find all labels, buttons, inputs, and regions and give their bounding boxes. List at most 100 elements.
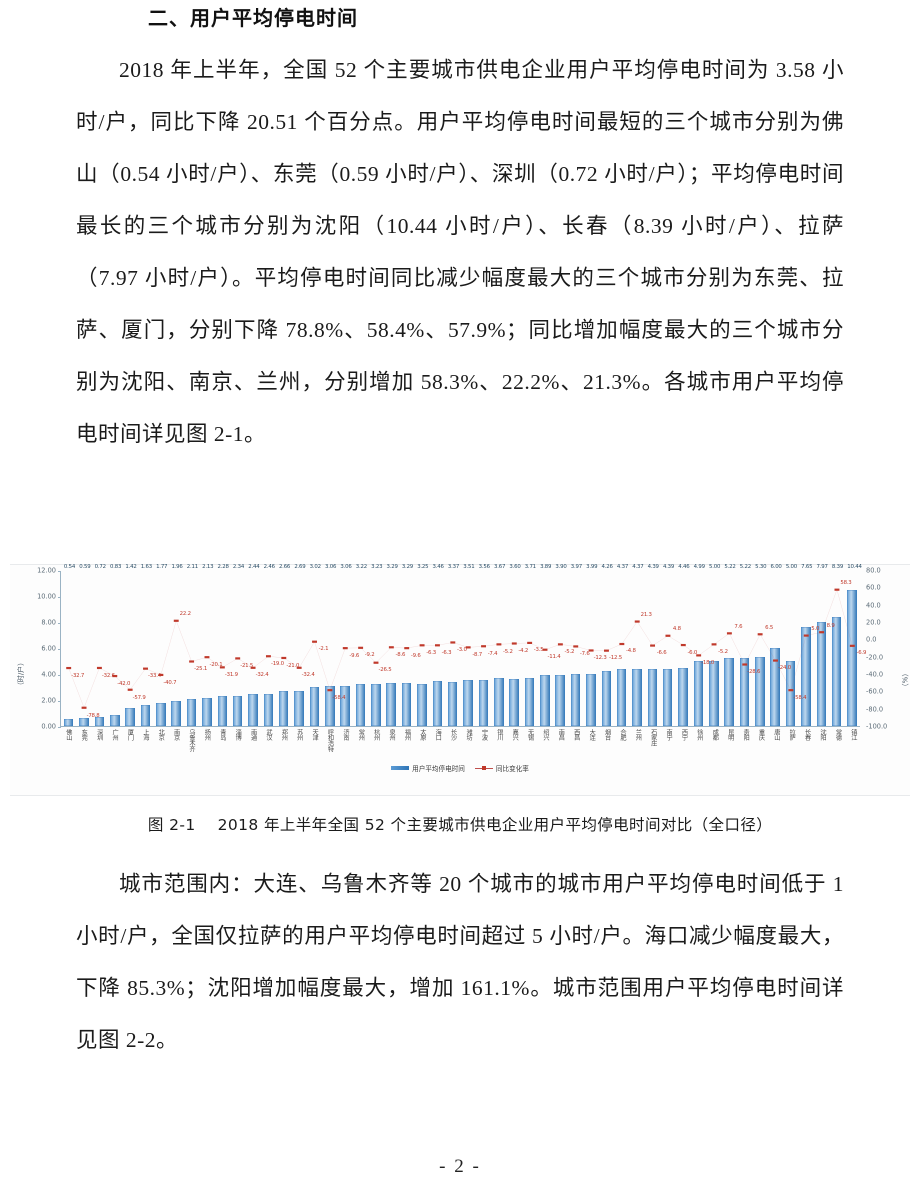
x-axis-tick-label: 乌鲁木齐 <box>188 729 196 752</box>
bar-value-label: 3.99 <box>586 564 598 570</box>
x-axis-tick: 潍坊 <box>460 729 475 787</box>
yoy-value-label: -32.4 <box>255 672 269 679</box>
yoy-value-label: -58.4 <box>332 694 346 701</box>
bar: 4.26 <box>601 564 613 726</box>
bar: 3.02 <box>309 564 321 726</box>
axis-tickmark <box>58 727 61 728</box>
plot-area: 0.54 0.59 0.72 0.83 1.42 1.63 1.77 1.96 2.11 2.13… <box>58 564 866 728</box>
legend-bar-swatch-icon <box>391 766 410 770</box>
x-axis-tick-label: 海口 <box>434 729 442 741</box>
x-axis-tick: 贵阳 <box>737 729 752 787</box>
bar: 3.22 <box>355 564 367 726</box>
bar: 2.44 <box>248 564 260 726</box>
yoy-value-label: -25.1 <box>194 666 208 673</box>
bar: 0.59 <box>79 564 91 726</box>
yoy-value-label: -6.6 <box>656 650 667 657</box>
bar-slot: 6.00 <box>768 564 783 726</box>
x-axis-tick-label: 佛山 <box>64 729 72 741</box>
x-axis-tick-label: 南京 <box>172 729 180 741</box>
y-axis-right-tick: 40.0 <box>866 601 881 610</box>
yoy-value-label: -57.9 <box>132 694 146 701</box>
yoy-value-label: -21.5 <box>240 662 254 669</box>
yoy-value-label: -3.0 <box>456 646 467 653</box>
bar-slot: 5.30 <box>752 564 767 726</box>
x-axis-tick: 天津 <box>306 729 321 787</box>
x-axis-tick-label: 唐山 <box>772 729 780 741</box>
bar: 6.00 <box>770 564 782 726</box>
x-axis-tick: 镇江 <box>845 729 860 787</box>
legend-bar-label: 用户平均停电时间 <box>412 765 465 773</box>
bar: 4.37 <box>616 564 628 726</box>
x-axis-tick-label: 兰州 <box>634 729 642 741</box>
bar: 0.83 <box>110 564 121 726</box>
bar: 5.30 <box>755 564 767 726</box>
paragraph-2-text: 城市范围内：大连、乌鲁木齐等 20 个城市的城市用户平均停电时间低于 1 小时/… <box>76 872 844 1052</box>
bar-value-label: 2.44 <box>248 564 260 570</box>
x-axis-tick: 青岛 <box>214 729 229 787</box>
x-axis-tick: 武汉 <box>260 729 275 787</box>
yoy-value-label: -12.5 <box>608 655 622 662</box>
bar: 3.90 <box>555 564 567 726</box>
bar-value-label: 5.22 <box>739 564 751 570</box>
x-axis-tick: 南昌 <box>553 729 568 787</box>
yoy-value-label: 8.9 <box>826 622 835 629</box>
x-axis-tick: 常德 <box>830 729 845 787</box>
x-axis-tick-label: 南宁 <box>665 729 673 741</box>
x-axis-tick-label: 银川 <box>495 729 503 741</box>
bar-slot: 5.00 <box>783 564 798 726</box>
bar-value-label: 5.00 <box>785 564 798 570</box>
x-axis-tick: 成都 <box>706 729 721 787</box>
x-axis-tick: 南京 <box>168 729 183 787</box>
x-axis-tick-label: 常德 <box>834 729 842 741</box>
x-axis-tick-label: 昆明 <box>726 729 734 741</box>
yoy-value-label: -7.4 <box>487 650 498 657</box>
section-heading: 二、用户平均停电时间 <box>148 6 358 30</box>
yoy-value-label: -6.3 <box>426 649 436 656</box>
bar-slot: 3.56 <box>476 564 491 726</box>
x-axis-tick: 烟台 <box>599 729 614 787</box>
x-axis-tick-label: 深圳 <box>95 729 103 741</box>
bar-value-label: 3.97 <box>570 564 582 570</box>
y-axis-left-tick: 8.00 <box>41 618 56 627</box>
x-axis-tick-label: 无锡 <box>526 729 534 741</box>
x-axis-tick-label: 福州 <box>403 729 411 741</box>
bar: 7.97 <box>816 564 828 726</box>
x-axis-tick: 郑州 <box>275 729 290 787</box>
yoy-value-label: -24.0 <box>778 665 791 672</box>
x-axis-tick-label: 成都 <box>711 729 719 741</box>
bar-value-label: 4.99 <box>693 564 705 570</box>
x-axis-tick-label: 西宁 <box>680 729 688 741</box>
yoy-value-label: -5.2 <box>718 648 728 655</box>
yoy-value-label: -5.2 <box>503 648 513 655</box>
bar-value-label: 1.63 <box>140 564 152 570</box>
yoy-value-label: -33.4 <box>148 673 161 680</box>
figure-title: 2018 年上半年全国 52 个主要城市供电企业用户平均停电时间对比（全口径） <box>217 816 773 834</box>
y-axis-left-tick: 10.00 <box>37 592 56 601</box>
y-axis-right-tick: 80.0 <box>866 566 881 575</box>
bar-value-label: 5.22 <box>724 564 736 570</box>
bar: 1.42 <box>125 564 137 726</box>
x-axis-tick-label: 青岛 <box>218 729 226 741</box>
bar: 0.72 <box>94 564 106 726</box>
yoy-value-label: -5.2 <box>564 648 575 655</box>
y-axis-left-tick: 2.00 <box>41 696 56 705</box>
x-axis-tick: 深圳 <box>91 729 106 787</box>
x-axis-tick: 无锡 <box>522 729 537 787</box>
x-axis-tick-label: 石家庄 <box>649 729 657 746</box>
bar-slot: 3.29 <box>384 564 399 726</box>
bar-value-label: 2.46 <box>263 564 275 570</box>
x-axis-tick-label: 长春 <box>803 729 811 741</box>
bar-value-label: 3.89 <box>540 564 552 570</box>
y-axis-right-tick: -100.0 <box>866 722 888 731</box>
x-axis-tick-label: 郑州 <box>280 729 288 741</box>
y-axis-right-tick: 0.0 <box>866 635 877 644</box>
bar-slot: 10.44 <box>844 564 862 726</box>
axis-tickmark <box>58 701 61 702</box>
x-axis-tick: 长沙 <box>445 729 460 787</box>
bar-slot: 3.46 <box>430 564 445 726</box>
bar-slot: 4.99 <box>691 564 706 726</box>
y-axis-right-tick: 20.0 <box>866 618 881 627</box>
x-axis-tick: 西宁 <box>676 729 691 787</box>
paragraph-1-text: 2018 年上半年，全国 52 个主要城市供电企业用户平均停电时间为 3.58 … <box>76 58 844 446</box>
yoy-value-label: 4.8 <box>672 626 681 633</box>
